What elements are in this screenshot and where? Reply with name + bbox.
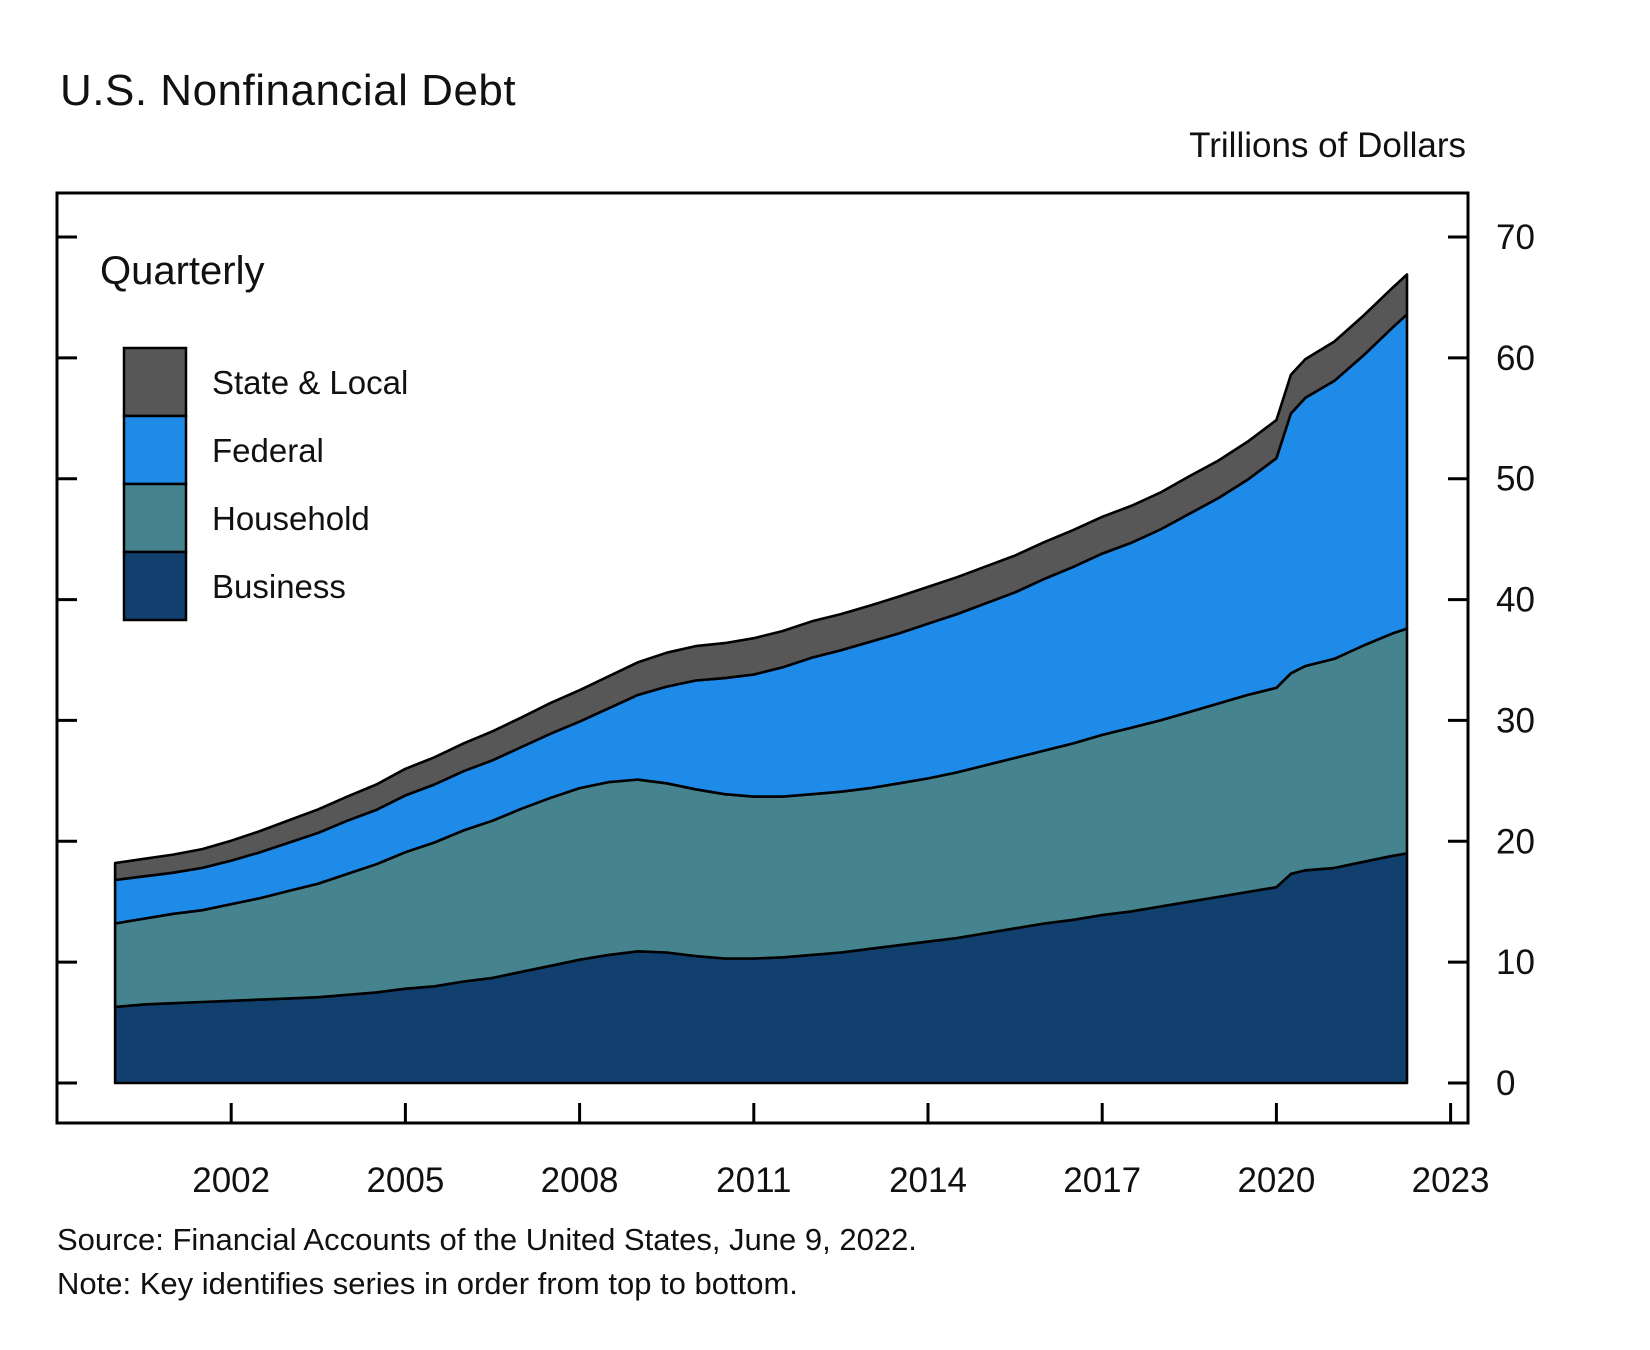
legend-swatch-household xyxy=(122,482,188,554)
source-note: Source: Financial Accounts of the United… xyxy=(57,1222,917,1257)
y-tick-label: 60 xyxy=(1496,339,1535,378)
y-tick-label: 40 xyxy=(1496,581,1535,620)
legend-label-state-local: State & Local xyxy=(212,364,408,401)
x-tick-label: 2014 xyxy=(889,1161,967,1200)
frequency-label: Quarterly xyxy=(100,249,265,293)
stacked-area-chart: 0 10 20 30 40 50 60 70 2002 2005 2008 2011 2014 2017 2… xyxy=(55,191,1535,1200)
legend-label-household: Household xyxy=(212,500,370,537)
x-tick-label: 2002 xyxy=(192,1161,270,1200)
legend-swatch-federal xyxy=(122,414,188,486)
x-tick-label: 2017 xyxy=(1063,1161,1141,1200)
legend-swatch-business xyxy=(122,550,188,622)
x-tick-label: 2005 xyxy=(366,1161,444,1200)
y-tick-label: 0 xyxy=(1496,1064,1515,1103)
key-note: Note: Key identifies series in order fro… xyxy=(57,1266,798,1301)
y-tick-label: 70 xyxy=(1496,218,1535,257)
x-tick-label: 2008 xyxy=(541,1161,619,1200)
y-tick-label: 30 xyxy=(1496,701,1535,740)
legend: State & Local Federal Household Business xyxy=(122,346,408,622)
x-tick-label: 2020 xyxy=(1237,1161,1315,1200)
legend-swatch-state-local xyxy=(122,346,188,418)
x-tick-label: 2023 xyxy=(1412,1161,1490,1200)
y-tick-label: 50 xyxy=(1496,460,1535,499)
y-tick-label: 10 xyxy=(1496,943,1535,982)
legend-label-business: Business xyxy=(212,568,346,605)
axis-tick-labels: 0 10 20 30 40 50 60 70 2002 2005 2008 2011 2014 2017 2… xyxy=(192,218,1535,1200)
chart-title: U.S. Nonfinancial Debt xyxy=(60,66,517,115)
units-label: Trillions of Dollars xyxy=(1189,126,1466,165)
axis-ticks xyxy=(57,235,1468,1123)
y-tick-label: 20 xyxy=(1496,822,1535,861)
stacked-areas xyxy=(113,273,1409,1085)
area-state-local xyxy=(113,273,1409,882)
x-tick-label: 2011 xyxy=(716,1161,791,1200)
legend-label-federal: Federal xyxy=(212,432,324,469)
